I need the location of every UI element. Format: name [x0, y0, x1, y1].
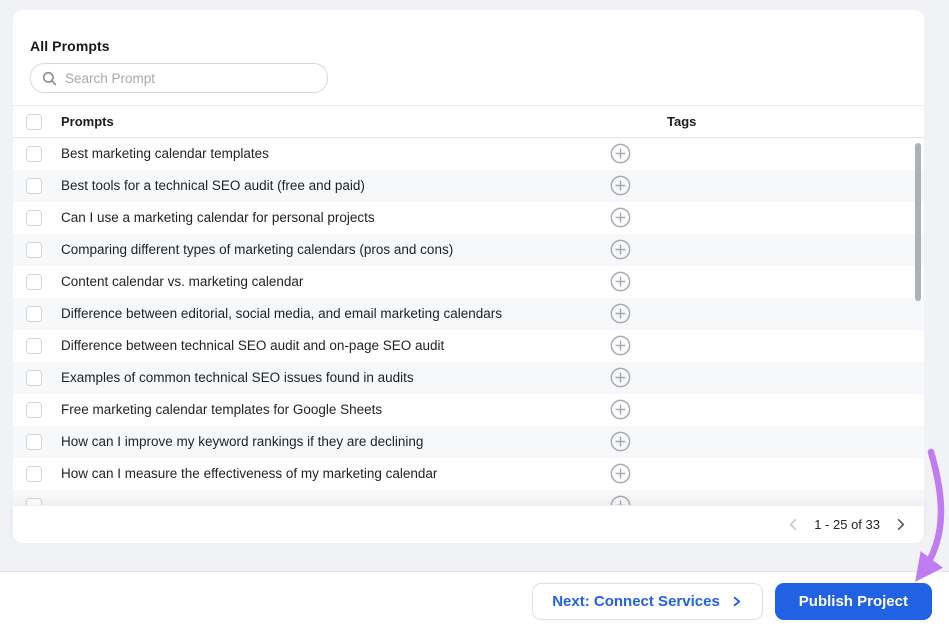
prompt-text: How can I improve my keyword rankings if… — [61, 434, 424, 449]
row-checkbox[interactable] — [26, 242, 42, 258]
table-row — [13, 490, 924, 505]
next-button-label: Next: Connect Services — [552, 592, 720, 610]
row-checkbox[interactable] — [26, 434, 42, 450]
add-tag-icon[interactable] — [610, 271, 631, 292]
prompt-text: Best marketing calendar templates — [61, 146, 269, 161]
search-icon — [42, 71, 57, 85]
table-header: Prompts Tags — [13, 105, 924, 138]
prompt-text: Comparing different types of marketing c… — [61, 242, 454, 257]
publish-project-button[interactable]: Publish Project — [774, 582, 932, 620]
panel-title: All Prompts — [30, 38, 110, 54]
row-checkbox[interactable] — [26, 338, 42, 354]
chevron-right-icon — [897, 518, 905, 531]
prompt-text: Examples of common technical SEO issues … — [61, 370, 414, 385]
column-header-prompts: Prompts — [61, 114, 114, 129]
table-row: Can I use a marketing calendar for perso… — [13, 202, 924, 234]
column-header-tags: Tags — [667, 114, 697, 129]
next-connect-services-button[interactable]: Next: Connect Services — [532, 582, 763, 620]
table-row: How can I improve my keyword rankings if… — [13, 426, 924, 458]
search-box — [30, 63, 328, 93]
table-row: Content calendar vs. marketing calendar — [13, 266, 924, 298]
table-row: Difference between editorial, social med… — [13, 298, 924, 330]
row-checkbox[interactable] — [26, 306, 42, 322]
table-row: Difference between technical SEO audit a… — [13, 330, 924, 362]
table-row: Free marketing calendar templates for Go… — [13, 394, 924, 426]
prompt-text: Difference between editorial, social med… — [61, 306, 502, 321]
table-rows: Best marketing calendar templates Best t… — [13, 138, 924, 505]
row-checkbox[interactable] — [26, 402, 42, 418]
page-body: All Prompts Prompts Tags Best marketing … — [0, 0, 949, 571]
row-checkbox[interactable] — [26, 274, 42, 290]
scrollbar-thumb[interactable] — [915, 143, 921, 301]
add-tag-icon[interactable] — [610, 431, 631, 452]
row-checkbox[interactable] — [26, 210, 42, 226]
add-tag-icon[interactable] — [610, 143, 631, 164]
select-all-checkbox[interactable] — [26, 114, 42, 130]
row-checkbox[interactable] — [26, 178, 42, 194]
row-checkbox[interactable] — [26, 498, 42, 505]
add-tag-icon[interactable] — [610, 239, 631, 260]
table-row: How can I measure the effectiveness of m… — [13, 458, 924, 490]
pagination-bar: 1 - 25 of 33 — [13, 505, 924, 543]
row-checkbox[interactable] — [26, 466, 42, 482]
all-prompts-panel: All Prompts Prompts Tags Best marketing … — [13, 10, 924, 543]
pagination-next-button[interactable] — [893, 517, 908, 532]
chevron-left-icon — [790, 518, 797, 531]
add-tag-icon[interactable] — [610, 495, 631, 505]
table-row: Comparing different types of marketing c… — [13, 234, 924, 266]
add-tag-icon[interactable] — [610, 335, 631, 356]
footer-bar: Next: Connect Services Publish Project — [0, 571, 949, 630]
prompt-text: Content calendar vs. marketing calendar — [61, 274, 304, 289]
row-checkbox[interactable] — [26, 146, 42, 162]
table-row: Best tools for a technical SEO audit (fr… — [13, 170, 924, 202]
prompt-text: Difference between technical SEO audit a… — [61, 338, 445, 353]
add-tag-icon[interactable] — [610, 399, 631, 420]
pagination-label: 1 - 25 of 33 — [814, 517, 880, 532]
prompt-text: Free marketing calendar templates for Go… — [61, 402, 383, 417]
search-input[interactable] — [65, 64, 327, 92]
add-tag-icon[interactable] — [610, 303, 631, 324]
prompt-text: Can I use a marketing calendar for perso… — [61, 210, 375, 225]
pagination-prev-button[interactable] — [786, 517, 801, 532]
row-checkbox[interactable] — [26, 370, 42, 386]
table-row: Best marketing calendar templates — [13, 138, 924, 170]
chevron-right-icon — [733, 596, 741, 606]
add-tag-icon[interactable] — [610, 207, 631, 228]
add-tag-icon[interactable] — [610, 367, 631, 388]
prompt-text: How can I measure the effectiveness of m… — [61, 466, 438, 481]
add-tag-icon[interactable] — [610, 463, 631, 484]
prompt-text: Best tools for a technical SEO audit (fr… — [61, 178, 365, 193]
add-tag-icon[interactable] — [610, 175, 631, 196]
table-row: Examples of common technical SEO issues … — [13, 362, 924, 394]
